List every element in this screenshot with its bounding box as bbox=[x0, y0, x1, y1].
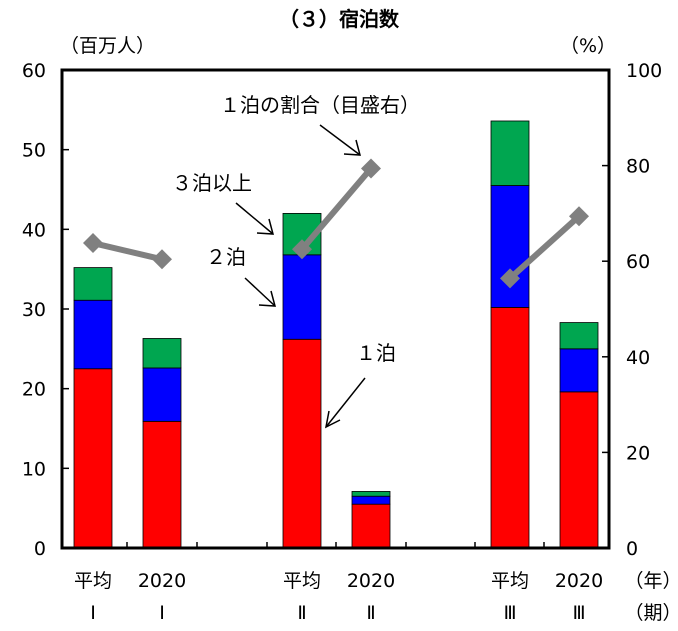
x-period-label: Ⅲ bbox=[572, 602, 585, 624]
x-period-label: Ⅲ bbox=[503, 602, 516, 624]
y-right-tick-label: 40 bbox=[626, 347, 650, 369]
bar-segment-one-night bbox=[142, 420, 182, 549]
ratio-marker bbox=[152, 249, 172, 270]
bar-segment-one-night bbox=[73, 368, 113, 549]
bar-segment-three-plus-nights bbox=[142, 338, 182, 369]
bar-segment-three-plus-nights bbox=[490, 120, 530, 186]
annotation-line-ratio-text: １泊の割合（目盛右） bbox=[220, 93, 420, 117]
x-year-label: 2020 bbox=[555, 570, 603, 592]
bar-segment-one-night bbox=[559, 391, 599, 549]
annotation-one-night: １泊 bbox=[324, 341, 396, 429]
y-left-tick-label: 30 bbox=[22, 299, 46, 321]
y-right-tick-label: 20 bbox=[626, 442, 650, 464]
y-right-tick-label: 80 bbox=[626, 156, 650, 178]
chart-title: （３）宿泊数 bbox=[279, 7, 400, 31]
annotation-one-night-text: １泊 bbox=[356, 341, 396, 365]
annotation-line-ratio: １泊の割合（目盛右） bbox=[220, 93, 420, 156]
ratio-line-segment bbox=[92, 240, 163, 263]
annotation-three-nights: ３泊以上 bbox=[172, 171, 274, 235]
x-year-label: 平均 bbox=[491, 570, 529, 592]
ratio-marker bbox=[83, 233, 103, 254]
annotation-three-nights-arrowhead bbox=[256, 218, 274, 235]
bar-segment-two-nights bbox=[142, 367, 182, 422]
bar-segment-three-plus-nights bbox=[559, 322, 599, 350]
bar-segment-two-nights bbox=[559, 348, 599, 393]
y-left-tick-label: 20 bbox=[22, 379, 46, 401]
x-year-label: 平均 bbox=[283, 570, 321, 592]
x-period-label: Ⅰ bbox=[90, 602, 96, 624]
y-left-tick-label: 40 bbox=[22, 219, 46, 241]
x-period-label: Ⅱ bbox=[366, 602, 375, 624]
y-right-tick-label: 100 bbox=[626, 60, 662, 82]
y-left-tick-label: 0 bbox=[34, 538, 46, 560]
x-period-label: Ⅰ bbox=[159, 602, 165, 624]
ratio-line-segment bbox=[299, 166, 374, 252]
bar-segment-two-nights bbox=[282, 254, 322, 340]
y-left-tick-label: 60 bbox=[22, 60, 46, 82]
annotation-two-nights-arrow bbox=[244, 277, 276, 307]
x-year-label: 2020 bbox=[347, 570, 395, 592]
annotation-three-nights-text: ３泊以上 bbox=[172, 171, 252, 195]
y-right-unit-label: （%） bbox=[560, 35, 616, 57]
annotation-two-nights-arrowhead bbox=[258, 290, 276, 307]
annotation-two-nights: ２泊 bbox=[206, 245, 276, 307]
bar-segment-three-plus-nights bbox=[73, 267, 113, 301]
y-right-tick-label: 60 bbox=[626, 251, 650, 273]
bar-segment-two-nights bbox=[351, 495, 391, 505]
bar-segment-one-night bbox=[351, 503, 391, 549]
ratio-marker bbox=[361, 158, 381, 179]
bar-segment-one-night bbox=[490, 307, 530, 549]
annotation-line-ratio-arrowhead bbox=[343, 139, 361, 156]
x-period-row-label: （期） bbox=[624, 602, 678, 624]
ratio-marker bbox=[292, 239, 312, 260]
ratio-line-segment bbox=[507, 214, 582, 281]
x-year-label: 2020 bbox=[138, 570, 186, 592]
x-period-label: Ⅱ bbox=[297, 602, 306, 624]
y-right-tick-label: 0 bbox=[626, 538, 638, 560]
bar-segment-one-night bbox=[282, 338, 322, 549]
ratio-marker bbox=[500, 268, 520, 289]
x-year-label: 平均 bbox=[74, 570, 112, 592]
x-year-row-label: （年） bbox=[624, 570, 678, 592]
bar-segment-two-nights bbox=[73, 299, 113, 370]
annotation-two-nights-text: ２泊 bbox=[206, 245, 246, 269]
annotation-one-night-arrow bbox=[325, 377, 366, 428]
bar-segment-three-plus-nights bbox=[351, 491, 391, 497]
annotation-three-nights-arrow bbox=[235, 202, 274, 235]
y-left-tick-label: 10 bbox=[22, 458, 46, 480]
annotation-line-ratio-arrow bbox=[319, 124, 361, 156]
y-left-tick-label: 50 bbox=[22, 140, 46, 162]
annotation-one-night-arrowhead bbox=[324, 410, 341, 429]
y-left-unit-label: （百万人） bbox=[60, 35, 155, 57]
bar-segment-two-nights bbox=[490, 185, 530, 308]
ratio-marker bbox=[569, 206, 589, 227]
